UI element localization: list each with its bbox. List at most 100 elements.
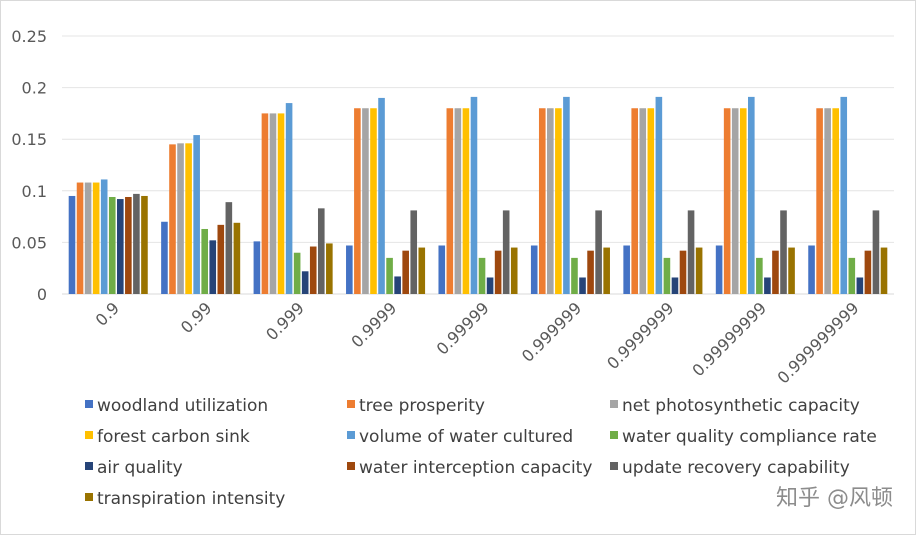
bar-update-recovery-capability-0.9999: [410, 210, 418, 294]
bar-water-interception-capacity-0.999: [309, 246, 317, 294]
bar-water-interception-capacity-0.9999: [402, 250, 409, 294]
bar-forest-carbon-sink-0.99999: [462, 108, 470, 295]
bar-tree-prosperity-0.99999999: [723, 108, 731, 295]
bar-water-quality-compliance-rate-0.999: [293, 252, 301, 294]
legend-swatch: [347, 400, 355, 408]
bar-transpiration-intensity-0.99: [233, 222, 241, 294]
bar-woodland-utilization-0.999: [253, 241, 261, 294]
legend-swatch: [85, 400, 93, 408]
bar-volume-of-water-cultured-0.9999: [378, 97, 385, 294]
bar-net-photosynthetic-capacity-0.999: [269, 113, 277, 295]
legend-swatch: [610, 400, 618, 408]
bar-woodland-utilization-0.99999: [438, 245, 446, 294]
bar-volume-of-water-cultured-0.9: [100, 179, 108, 294]
bar-update-recovery-capability-0.9999999: [687, 210, 695, 294]
bar-water-quality-compliance-rate-0.9999: [386, 257, 393, 294]
bar-net-photosynthetic-capacity-0.999999999: [824, 108, 831, 295]
legend-swatch: [610, 462, 618, 470]
bar-water-interception-capacity-0.99999999: [772, 250, 779, 294]
bar-transpiration-intensity-0.999999999: [880, 247, 888, 294]
bar-air-quality-0.999: [301, 271, 309, 294]
bar-air-quality-0.99: [209, 240, 217, 294]
bar-volume-of-water-cultured-0.9999999: [655, 96, 663, 294]
bar-tree-prosperity-0.999999999: [816, 108, 823, 295]
legend-label: air quality: [97, 458, 183, 478]
x-tick-label: 0.99999: [433, 298, 493, 358]
bar-net-photosynthetic-capacity-0.9: [84, 182, 92, 294]
legend-swatch: [610, 431, 618, 439]
bar-woodland-utilization-0.99: [161, 221, 168, 294]
bar-woodland-utilization-0.99999999: [715, 245, 723, 294]
bar-net-photosynthetic-capacity-0.9999999: [639, 108, 647, 295]
bar-tree-prosperity-0.9999999: [631, 108, 639, 295]
bar-net-photosynthetic-capacity-0.99999999: [731, 108, 739, 295]
x-tick-label: 0.9: [92, 298, 123, 329]
bar-water-quality-compliance-rate-0.999999: [571, 257, 578, 294]
bar-water-quality-compliance-rate-0.99999999: [756, 257, 763, 294]
bar-tree-prosperity-0.999999: [538, 108, 546, 295]
bar-air-quality-0.99999999: [764, 277, 771, 294]
bar-update-recovery-capability-0.99999: [502, 210, 510, 294]
bar-forest-carbon-sink-0.99999999: [739, 108, 747, 295]
x-tick-label: 0.999: [262, 298, 308, 344]
bar-update-recovery-capability-0.999999999: [872, 210, 880, 294]
legend: woodland utilization tree prosperity net p…: [85, 396, 877, 509]
bar-woodland-utilization-0.9: [68, 195, 76, 294]
legend-label: transpiration intensity: [97, 489, 285, 509]
y-tick-label: 0.25: [11, 27, 47, 46]
bar-volume-of-water-cultured-0.999: [285, 103, 293, 294]
legend-label: forest carbon sink: [97, 427, 250, 447]
bar-air-quality-0.9999: [394, 276, 401, 294]
y-tick-label: 0.15: [11, 130, 47, 149]
bar-water-quality-compliance-rate-0.9999999: [663, 257, 671, 294]
bar-transpiration-intensity-0.99999999: [788, 247, 795, 294]
x-tick-label: 0.999999999: [774, 298, 863, 387]
bar-water-interception-capacity-0.999999: [587, 250, 594, 294]
bar-woodland-utilization-0.9999999: [623, 245, 630, 294]
bar-forest-carbon-sink-0.9999999: [647, 108, 655, 295]
bar-water-interception-capacity-0.99999: [494, 250, 502, 294]
bar-woodland-utilization-0.999999: [530, 245, 538, 294]
bar-net-photosynthetic-capacity-0.99999: [454, 108, 462, 295]
legend-label: tree prosperity: [359, 396, 485, 416]
watermark: 知乎 @风顿: [776, 486, 893, 511]
x-tick-label: 0.9999999: [603, 298, 678, 373]
bar-water-quality-compliance-rate-0.99: [201, 228, 208, 294]
bar-water-quality-compliance-rate-0.9: [108, 196, 116, 294]
bar-net-photosynthetic-capacity-0.999999: [547, 108, 554, 295]
x-tick-label: 0.999999: [518, 298, 585, 365]
bar-net-photosynthetic-capacity-0.9999: [362, 108, 369, 295]
y-tick-label: 0.2: [22, 79, 47, 98]
bar-transpiration-intensity-0.999999: [603, 247, 610, 294]
y-tick-label: 0.1: [22, 182, 47, 201]
bar-transpiration-intensity-0.99999: [510, 247, 518, 294]
bar-transpiration-intensity-0.9999: [418, 247, 426, 294]
legend-swatch: [85, 462, 93, 470]
bar-forest-carbon-sink-0.999: [277, 113, 285, 295]
bar-volume-of-water-cultured-0.999999999: [840, 96, 848, 294]
bars: [68, 96, 888, 295]
bar-forest-carbon-sink-0.999999999: [832, 108, 840, 295]
bar-tree-prosperity-0.99999: [446, 108, 454, 295]
bar-water-interception-capacity-0.9999999: [679, 250, 687, 294]
bar-net-photosynthetic-capacity-0.99: [177, 143, 184, 294]
bar-forest-carbon-sink-0.999999: [555, 108, 562, 295]
legend-label: woodland utilization: [97, 396, 268, 416]
bar-air-quality-0.999999: [579, 277, 586, 294]
bar-transpiration-intensity-0.9999999: [695, 247, 703, 294]
x-tick-label: 0.99: [177, 298, 216, 337]
bar-volume-of-water-cultured-0.99999999: [748, 96, 755, 294]
bar-forest-carbon-sink-0.9: [92, 182, 100, 294]
legend-label: net photosynthetic capacity: [622, 396, 860, 416]
legend-swatch: [85, 431, 93, 439]
legend-label: water interception capacity: [359, 458, 592, 478]
bar-transpiration-intensity-0.9: [141, 195, 148, 294]
legend-swatch: [85, 493, 93, 501]
bar-update-recovery-capability-0.999999: [595, 210, 602, 294]
bar-woodland-utilization-0.9999: [346, 245, 353, 294]
bar-tree-prosperity-0.9: [76, 182, 84, 294]
bar-update-recovery-capability-0.99: [225, 202, 233, 294]
bar-water-interception-capacity-0.99: [217, 224, 225, 294]
bar-water-interception-capacity-0.999999999: [864, 250, 872, 294]
